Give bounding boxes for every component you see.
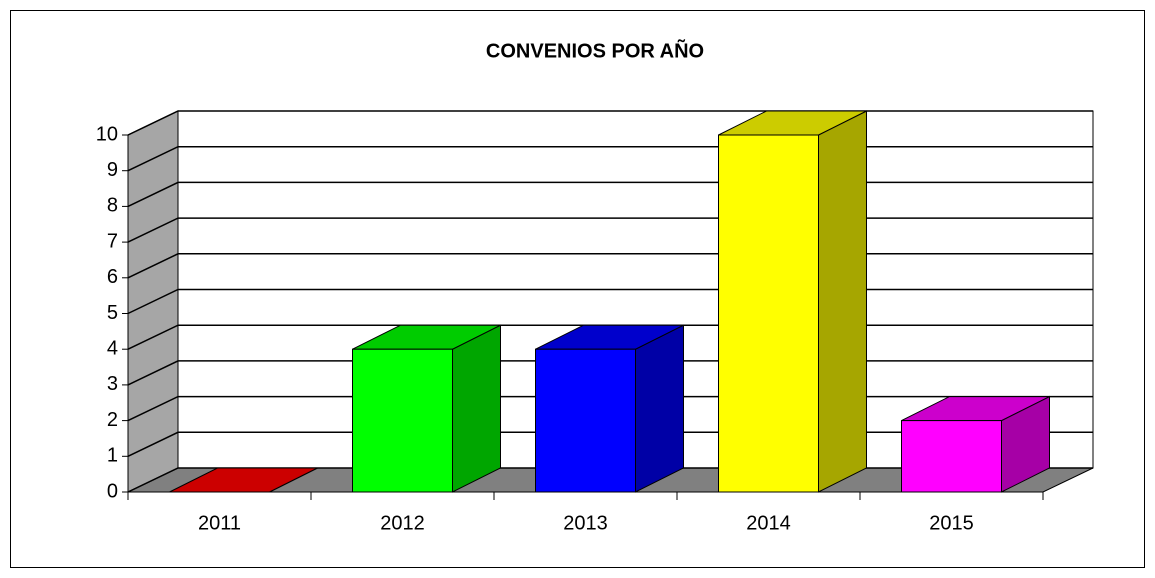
y-tick-label: 5 <box>107 302 118 324</box>
y-tick-label: 1 <box>107 445 118 467</box>
y-tick-label: 8 <box>107 195 118 217</box>
y-tick-label: 6 <box>107 266 118 288</box>
x-tick-label: 2013 <box>563 512 608 534</box>
y-tick-label: 3 <box>107 373 118 395</box>
bar-top <box>169 467 318 493</box>
y-tick-label: 10 <box>96 123 118 145</box>
bar <box>718 134 819 493</box>
x-tick-label: 2015 <box>929 512 974 534</box>
bar-side <box>818 110 867 493</box>
bar <box>535 348 636 493</box>
y-tick-label: 9 <box>107 159 118 181</box>
y-tick-label: 4 <box>107 337 118 359</box>
bar-side <box>635 324 684 493</box>
x-tick-label: 2011 <box>198 512 241 534</box>
bar-side <box>452 324 501 493</box>
bar <box>901 420 1002 493</box>
y-tick-label: 7 <box>107 230 118 252</box>
y-tick-label: 0 <box>107 480 118 502</box>
y-tick-label: 2 <box>107 409 118 431</box>
x-tick-label: 2012 <box>380 512 425 534</box>
bar <box>352 348 453 493</box>
chart-title: CONVENIOS POR AÑO <box>486 39 704 62</box>
x-tick-label: 2014 <box>746 512 791 534</box>
